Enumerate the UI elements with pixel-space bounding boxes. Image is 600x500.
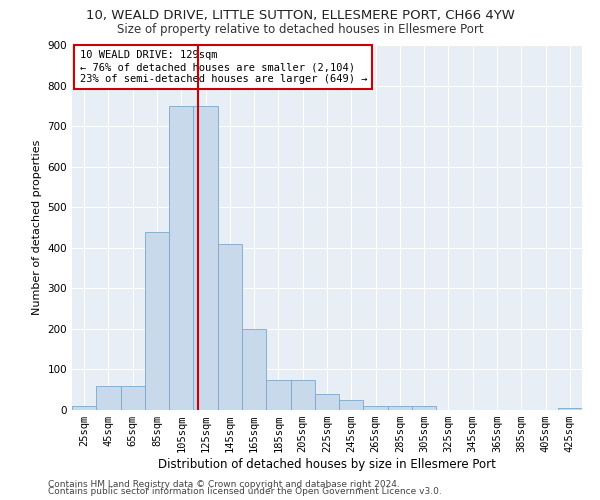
Bar xyxy=(145,232,169,410)
Bar xyxy=(315,394,339,410)
Bar xyxy=(242,329,266,410)
Text: Size of property relative to detached houses in Ellesmere Port: Size of property relative to detached ho… xyxy=(116,22,484,36)
Bar xyxy=(339,400,364,410)
Bar xyxy=(412,406,436,410)
Text: Contains public sector information licensed under the Open Government Licence v3: Contains public sector information licen… xyxy=(48,487,442,496)
Bar xyxy=(388,406,412,410)
Bar xyxy=(169,106,193,410)
Bar xyxy=(96,386,121,410)
Bar xyxy=(558,408,582,410)
Bar xyxy=(72,406,96,410)
Text: Contains HM Land Registry data © Crown copyright and database right 2024.: Contains HM Land Registry data © Crown c… xyxy=(48,480,400,489)
Bar xyxy=(266,380,290,410)
Bar xyxy=(121,386,145,410)
Bar xyxy=(218,244,242,410)
Bar xyxy=(193,106,218,410)
Bar xyxy=(364,406,388,410)
Text: 10, WEALD DRIVE, LITTLE SUTTON, ELLESMERE PORT, CH66 4YW: 10, WEALD DRIVE, LITTLE SUTTON, ELLESMER… xyxy=(86,9,514,22)
X-axis label: Distribution of detached houses by size in Ellesmere Port: Distribution of detached houses by size … xyxy=(158,458,496,471)
Bar xyxy=(290,380,315,410)
Text: 10 WEALD DRIVE: 129sqm
← 76% of detached houses are smaller (2,104)
23% of semi-: 10 WEALD DRIVE: 129sqm ← 76% of detached… xyxy=(80,50,367,84)
Y-axis label: Number of detached properties: Number of detached properties xyxy=(32,140,42,315)
